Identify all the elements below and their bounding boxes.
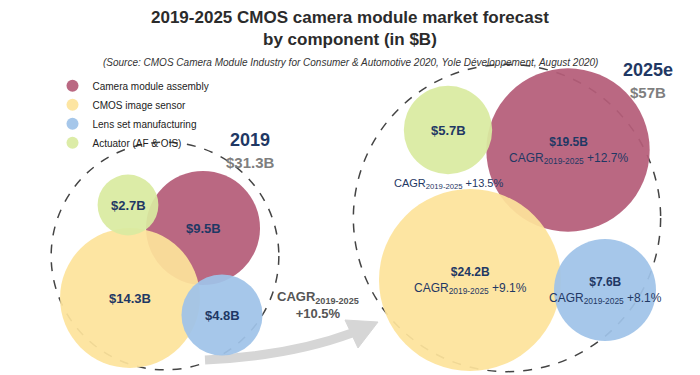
svg-text:$57B: $57B	[630, 84, 666, 101]
svg-text:$14.3B: $14.3B	[109, 291, 151, 306]
svg-text:$4.8B: $4.8B	[205, 308, 240, 323]
svg-text:2025e: 2025e	[623, 60, 673, 80]
svg-text:$5.7B: $5.7B	[431, 123, 466, 138]
svg-text:$9.5B: $9.5B	[186, 221, 221, 236]
svg-text:$31.3B: $31.3B	[226, 154, 275, 171]
svg-text:(Source: CMOS Camera Module In: (Source: CMOS Camera Module Industry for…	[103, 57, 598, 68]
svg-text:2019: 2019	[230, 130, 270, 150]
svg-text:2019-2025 CMOS camera module m: 2019-2025 CMOS camera module market fore…	[151, 8, 549, 49]
svg-text:$19.5BCAGR​2019-2025​ +12.7%: $19.5BCAGR​2019-2025​ +12.7%	[509, 135, 628, 166]
svg-text:CMOS image sensor: CMOS image sensor	[93, 100, 186, 111]
svg-text:CAGR​2019-2025​+10.5%: CAGR​2019-2025​+10.5%	[277, 289, 359, 321]
svg-text:$24.2BCAGR​2019-2025​ +9.1%: $24.2BCAGR​2019-2025​ +9.1%	[414, 265, 527, 296]
svg-text:Camera module assembly: Camera module assembly	[93, 81, 209, 92]
svg-text:Actuator (AF & OIS): Actuator (AF & OIS)	[93, 138, 182, 149]
svg-text:CAGR​2019-2025​ +13.5%: CAGR​2019-2025​ +13.5%	[394, 177, 503, 191]
svg-text:Lens set manufacturing: Lens set manufacturing	[93, 119, 197, 130]
svg-text:$7.6BCAGR​2019-2025​ +8.1%: $7.6BCAGR​2019-2025​ +8.1%	[549, 275, 662, 306]
svg-text:$2.7B: $2.7B	[111, 198, 146, 213]
